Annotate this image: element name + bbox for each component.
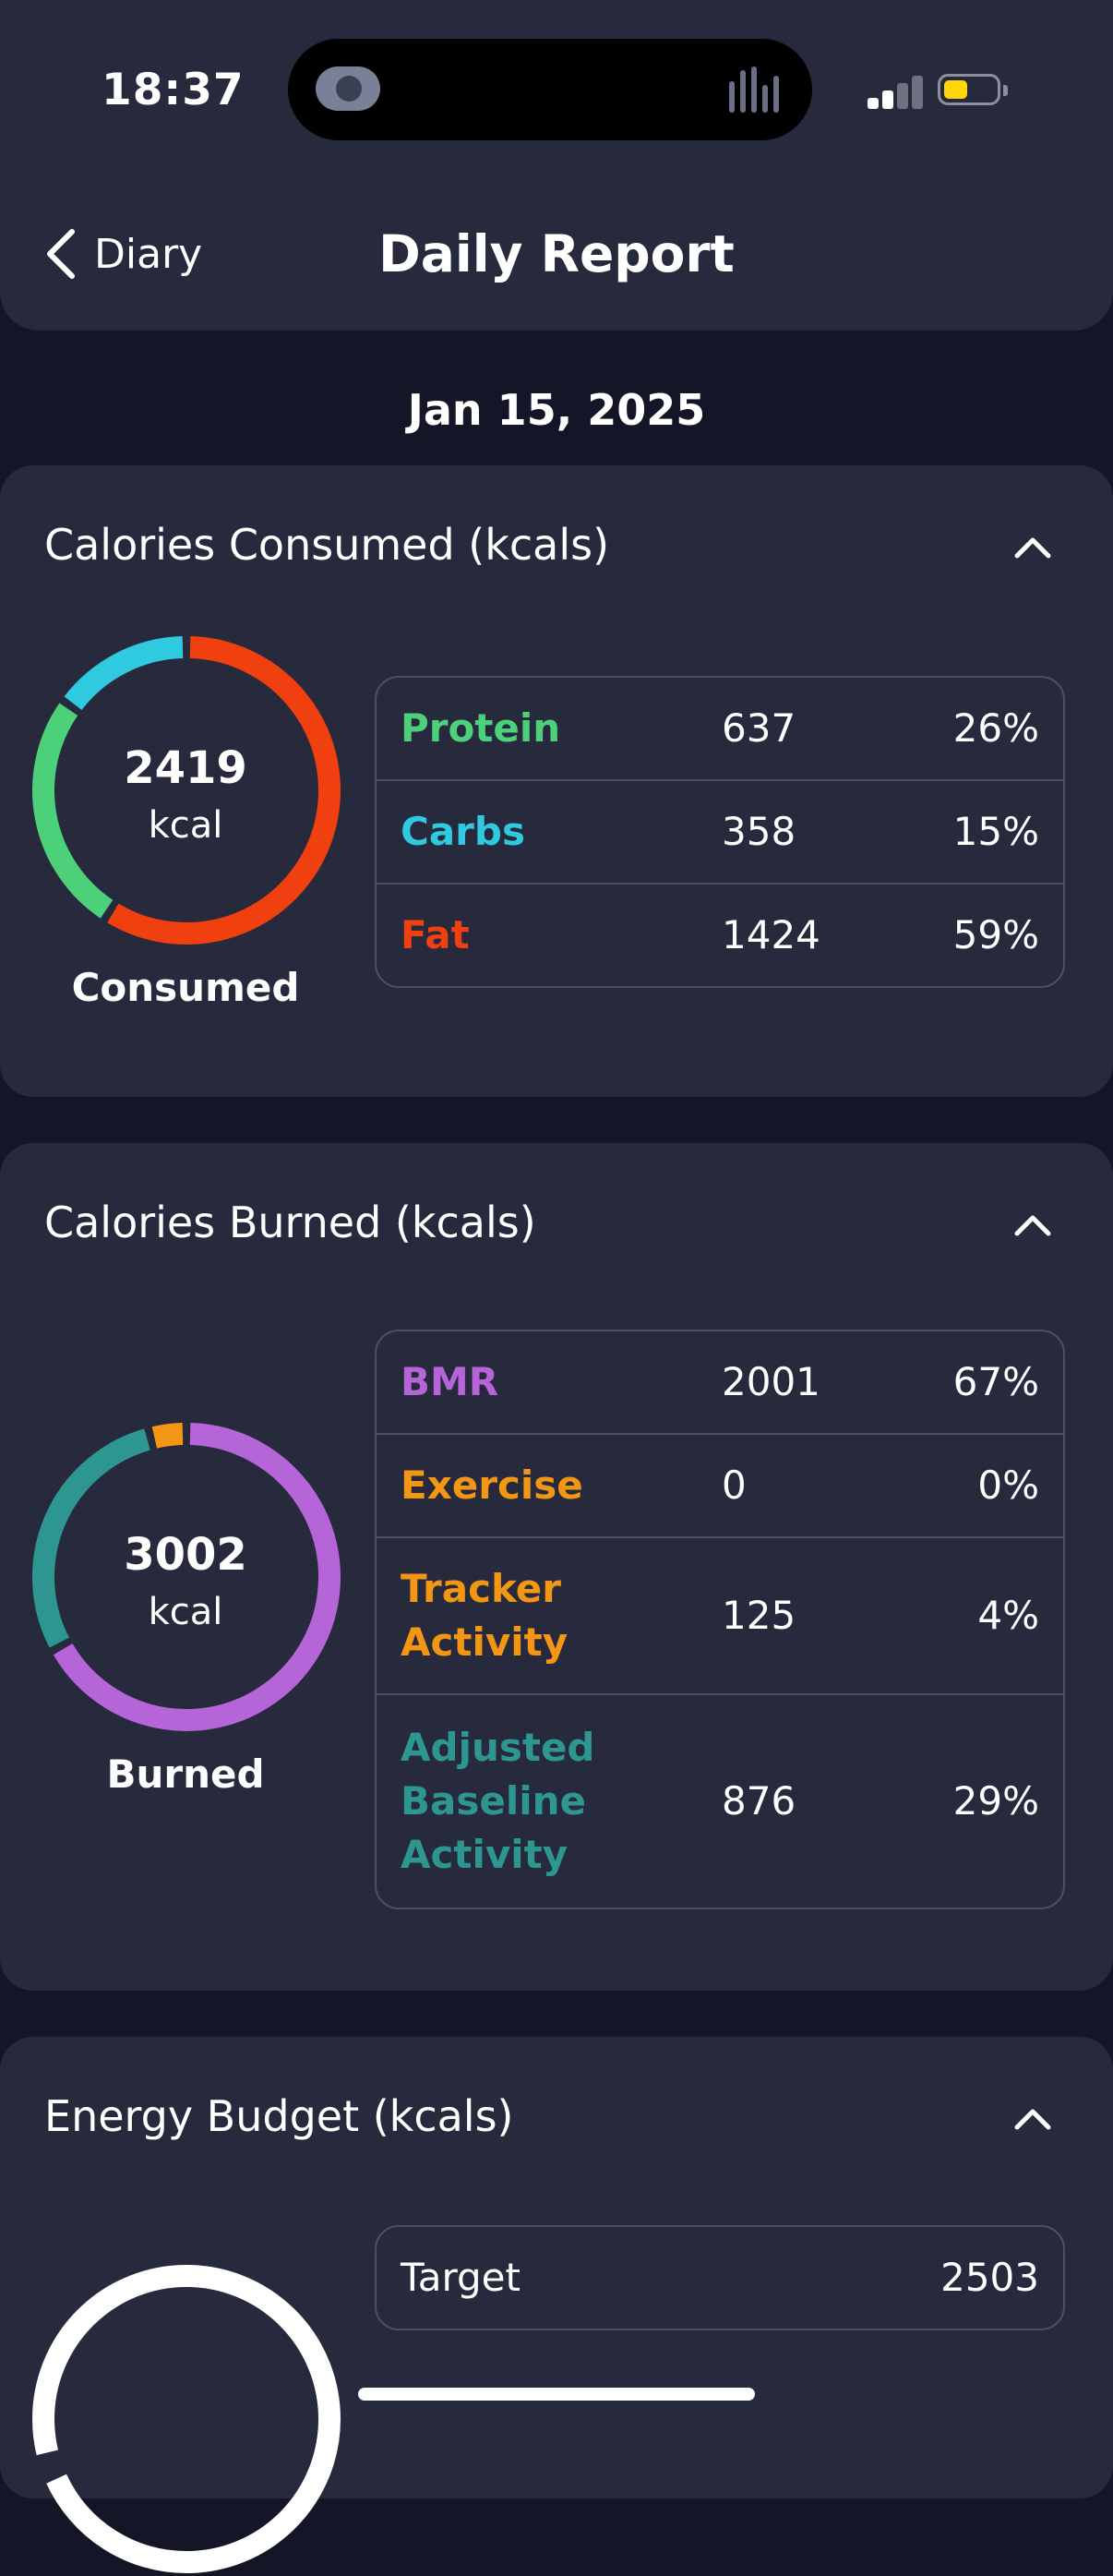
home-indicator[interactable] [358,2388,755,2401]
burned-activity-table: BMR 2001 67% Exercise 0 0% Tracker Activity 125… [375,1330,1065,1909]
chevron-up-icon[interactable] [1010,2101,1056,2135]
chevron-up-icon[interactable] [1010,1208,1056,1241]
table-row: BMR 2001 67% [377,1331,1063,1435]
cellular-signal-icon [868,72,923,109]
donut-segment-protein [32,703,114,919]
row-value: 2001 [722,1359,820,1404]
row-value: 876 [722,1778,796,1824]
consumed-macro-table: Protein 637 26% Carbs 358 15% Fat 1424 59% [375,676,1065,988]
table-row: Exercise 0 0% [377,1435,1063,1538]
chevron-up-icon[interactable] [1010,530,1056,563]
consumed-donut-chart [32,636,341,945]
row-percent: 4% [977,1593,1039,1638]
consumed-caption: Consumed [71,965,300,1010]
back-button[interactable]: Diary [44,222,202,286]
card-title: Calories Consumed (kcals) [44,520,610,570]
table-row: Adjusted Baseline Activity 876 29% [377,1695,1063,1908]
row-percent: 15% [952,809,1039,854]
row-value: 2503 [940,2255,1039,2300]
back-label: Diary [94,230,203,278]
row-value: 358 [722,809,796,854]
battery-cap [1003,85,1008,96]
row-value: 637 [722,705,796,751]
table-row: Carbs 358 15% [377,781,1063,885]
calories-burned-card: Calories Burned (kcals) 3002 kcal Burned… [0,1143,1113,1991]
donut-segment-fat [107,636,341,945]
row-value: 0 [722,1463,747,1508]
energy-budget-card: Energy Budget (kcals) Target 2503 [0,2037,1113,2573]
card-title: Energy Budget (kcals) [44,2091,514,2141]
row-label: Target [401,2255,521,2300]
audio-wave-icon [729,66,786,113]
calories-consumed-card: Calories Consumed (kcals) 2419 kcal Cons… [0,465,1113,1097]
row-label: Exercise [401,1463,583,1508]
row-label: Tracker Activity [401,1566,568,1665]
row-label: Carbs [401,809,525,854]
burned-caption: Burned [106,1751,265,1797]
table-row: Target 2503 [377,2227,1063,2329]
donut-segment-adjusted-baseline-activity [32,1428,150,1648]
row-value: 125 [722,1593,796,1638]
island-avatar-icon [316,66,380,111]
row-label: Protein [401,705,561,751]
table-row: Tracker Activity 125 4% [377,1538,1063,1695]
table-row: Protein 637 26% [377,678,1063,781]
row-label: Adjusted Baseline Activity [401,1725,595,1877]
row-label: Fat [401,912,470,957]
row-percent: 59% [952,912,1039,957]
donut-segment-carbs [64,636,184,711]
row-label: BMR [401,1359,499,1404]
consumed-unit: kcal [148,804,223,847]
burned-total: 3002 [124,1529,247,1581]
page-title: Daily Report [378,224,735,283]
row-percent: 29% [952,1778,1039,1824]
consumed-total: 2419 [124,742,247,794]
card-title: Calories Burned (kcals) [44,1198,536,1247]
row-percent: 26% [952,705,1039,751]
budget-donut-chart [32,2265,341,2573]
donut-segment-bmr [53,1423,341,1731]
status-time: 18:37 [102,65,245,115]
burned-unit: kcal [148,1591,223,1633]
budget-table: Target 2503 [375,2225,1065,2330]
report-date: Jan 15, 2025 [407,385,706,435]
row-value: 1424 [722,912,820,957]
row-percent: 0% [977,1463,1039,1508]
battery-icon [938,74,1000,105]
battery-level [944,80,968,99]
burned-donut-chart [32,1423,341,1731]
chevron-left-icon [47,229,75,279]
dynamic-island [288,39,812,140]
row-percent: 67% [952,1359,1039,1404]
table-row: Fat 1424 59% [377,885,1063,986]
donut-segment-tracker-activity [151,1423,184,1449]
